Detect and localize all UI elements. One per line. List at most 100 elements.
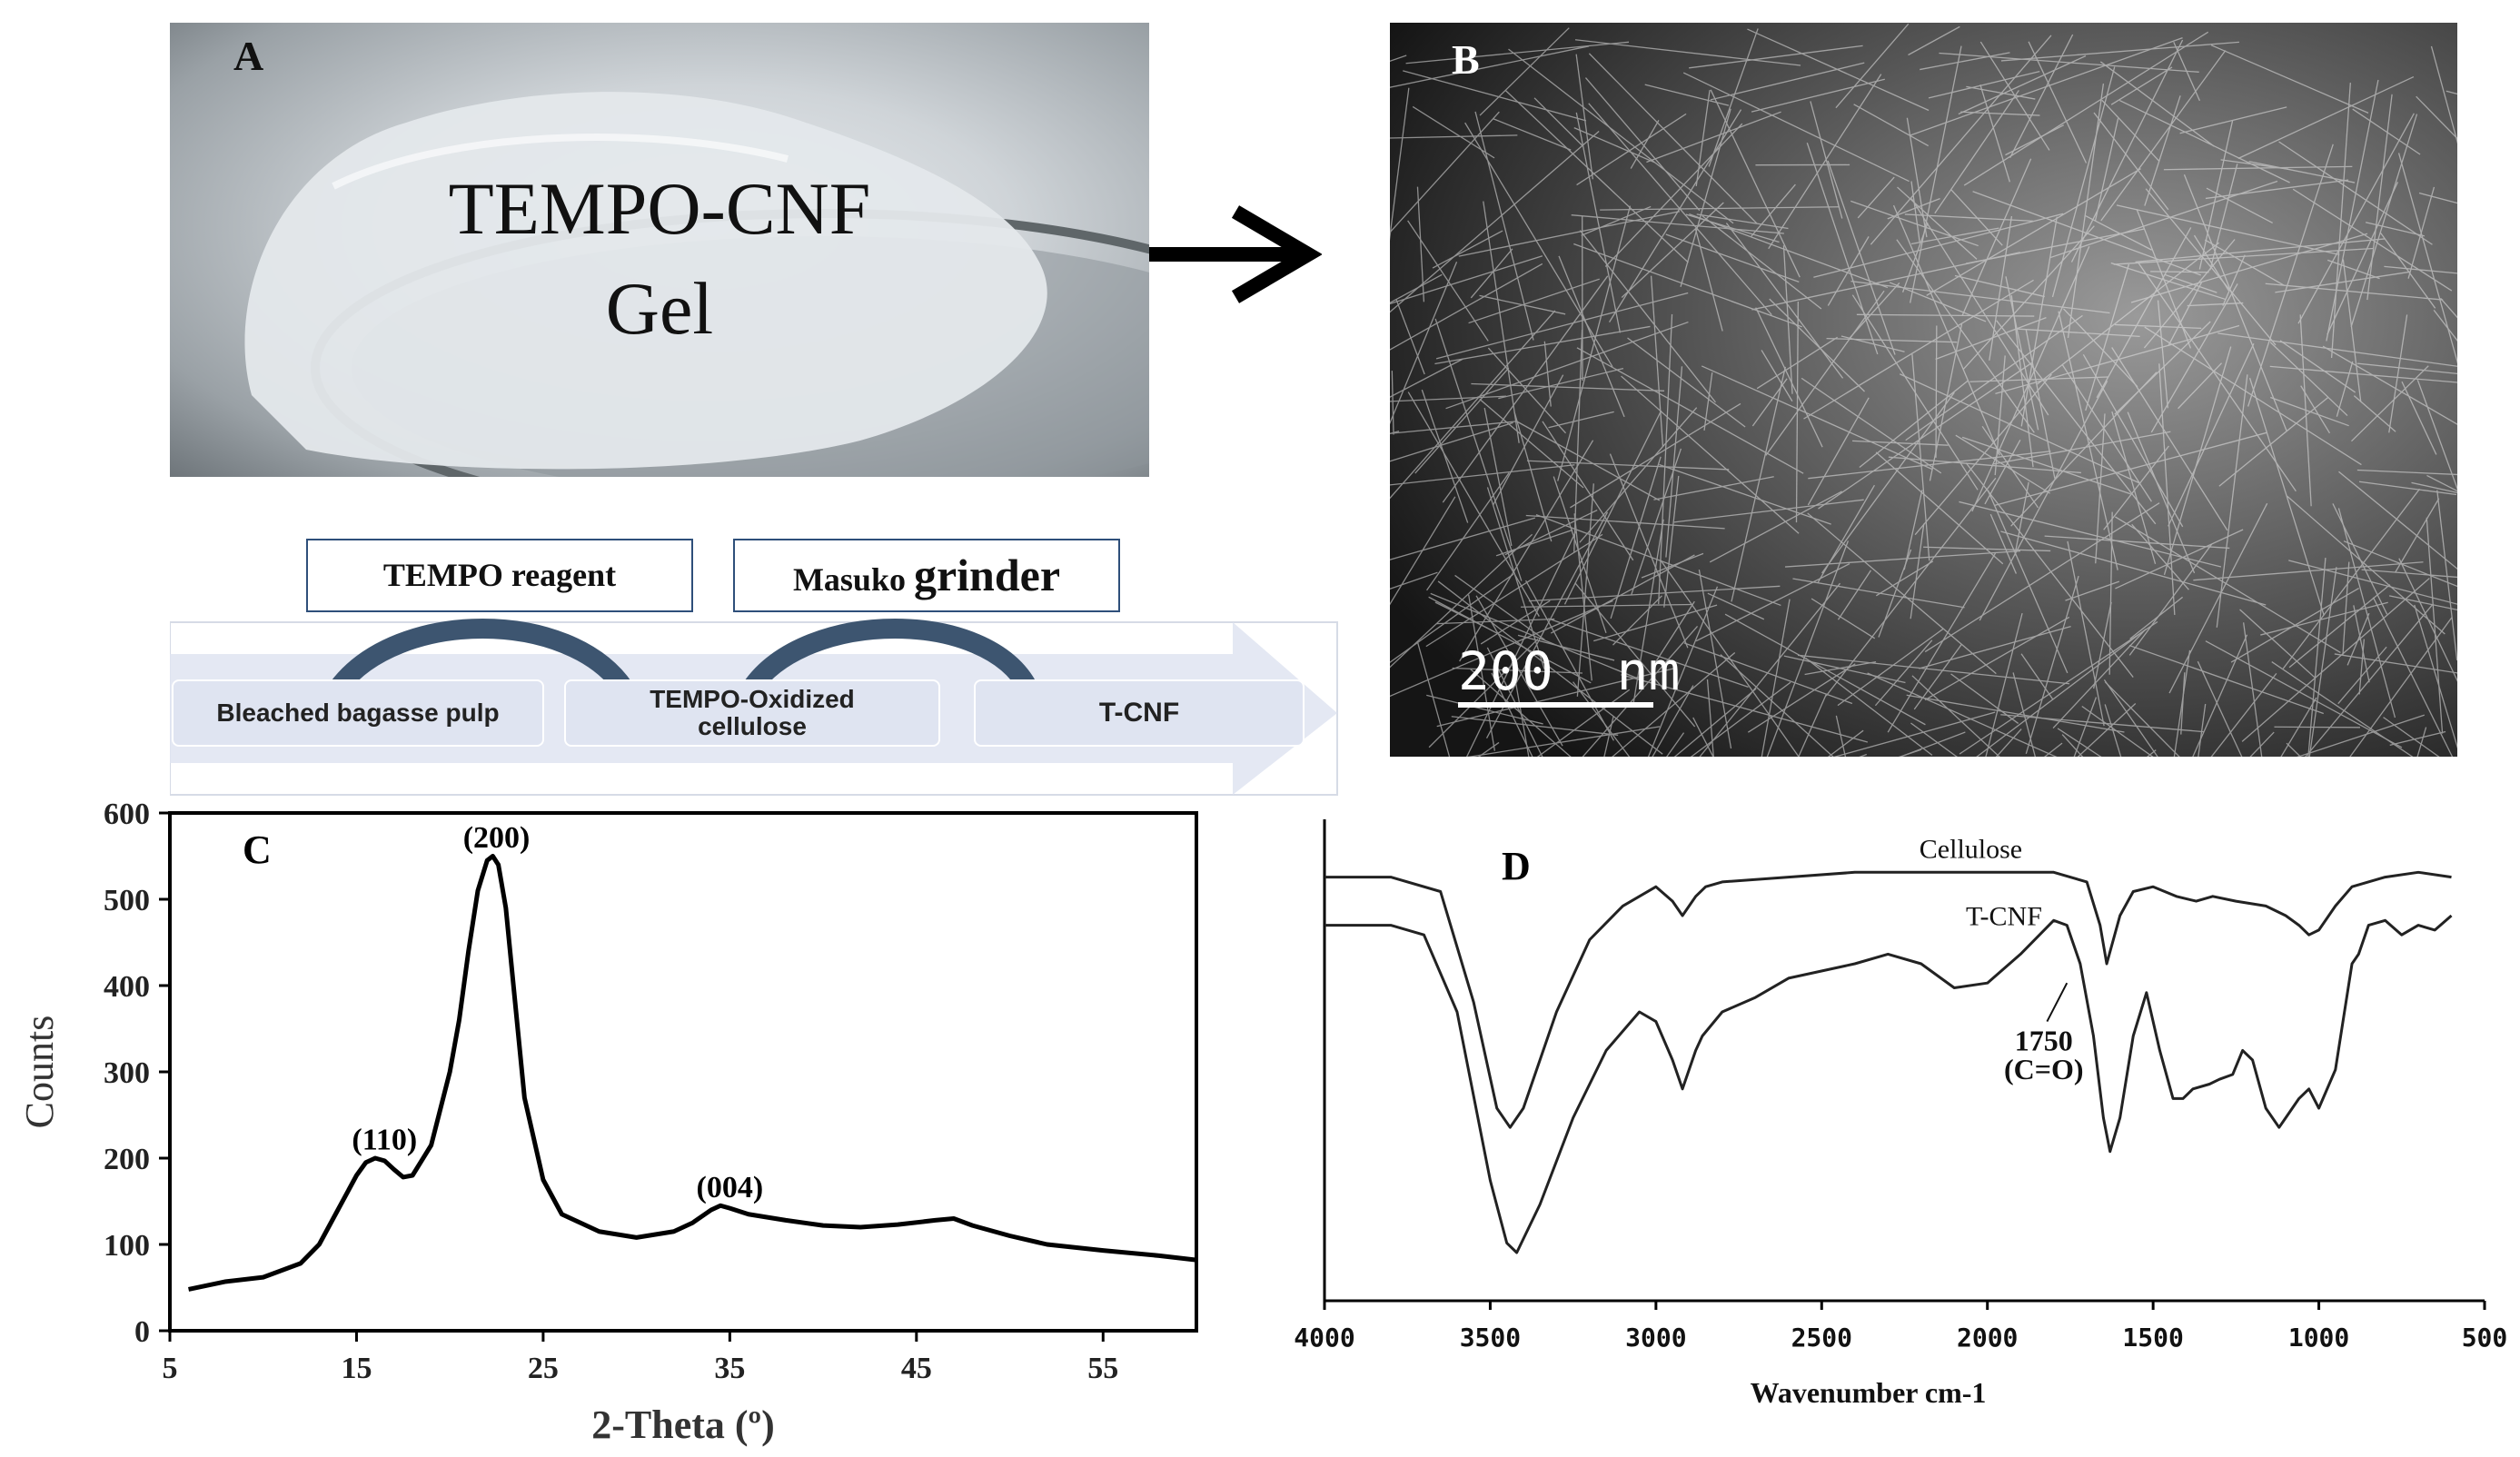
fiber bbox=[1994, 355, 2006, 476]
fiber bbox=[1543, 341, 1552, 407]
fiber bbox=[2077, 703, 2137, 757]
fiber bbox=[1821, 392, 1955, 574]
x-tick-label: 15 bbox=[341, 1352, 372, 1385]
fiber bbox=[2020, 653, 2054, 700]
fiber bbox=[1724, 613, 1926, 726]
fiber bbox=[1965, 462, 2134, 678]
fiber bbox=[2158, 363, 2176, 615]
panel-b-label: B bbox=[1452, 36, 1480, 83]
fiber bbox=[1434, 325, 1651, 365]
fiber bbox=[1479, 294, 1566, 315]
fiber bbox=[1485, 511, 1609, 738]
fiber bbox=[1939, 52, 2199, 73]
fiber bbox=[1806, 143, 1879, 355]
fiber bbox=[1680, 108, 1731, 287]
fiber bbox=[1875, 560, 1934, 597]
fiber bbox=[1709, 491, 1842, 563]
fiber bbox=[2012, 672, 2037, 757]
fiber bbox=[2193, 234, 2229, 292]
fiber bbox=[2280, 697, 2317, 757]
fiber bbox=[1811, 598, 1876, 639]
fiber bbox=[1526, 460, 1730, 471]
fiber bbox=[2389, 730, 2446, 746]
fiber bbox=[1987, 490, 2069, 674]
fiber bbox=[1390, 571, 1438, 590]
fiber bbox=[2269, 365, 2457, 383]
fiber bbox=[1421, 389, 1469, 523]
fiber bbox=[1504, 89, 1689, 263]
fiber bbox=[1913, 643, 1963, 710]
fiber bbox=[2067, 83, 2105, 339]
fiber bbox=[1533, 97, 1583, 147]
fiber bbox=[1827, 160, 1896, 355]
fiber bbox=[2183, 174, 2287, 432]
y-axis-label: Counts bbox=[17, 1016, 62, 1129]
fiber bbox=[2352, 108, 2421, 155]
fiber bbox=[1707, 592, 1765, 620]
fiber bbox=[2418, 192, 2457, 204]
fiber bbox=[2205, 640, 2403, 748]
fiber bbox=[2308, 567, 2337, 757]
y-tick-label: 0 bbox=[134, 1315, 150, 1349]
fiber bbox=[1833, 711, 1996, 757]
fiber bbox=[1827, 236, 1870, 306]
fiber bbox=[1403, 70, 1587, 122]
fiber bbox=[1910, 722, 1958, 757]
fiber bbox=[1576, 483, 1594, 697]
fiber bbox=[1390, 263, 1543, 351]
fiber bbox=[2239, 609, 2316, 679]
fiber bbox=[1996, 320, 2157, 525]
fiber bbox=[1428, 596, 1592, 684]
fiber bbox=[1647, 586, 1719, 757]
fiber bbox=[1436, 618, 1555, 625]
x-tick-label: 25 bbox=[528, 1352, 559, 1385]
fiber bbox=[2111, 411, 2157, 564]
fiber bbox=[1708, 28, 1759, 167]
fiber bbox=[2358, 481, 2457, 496]
flow-step-tcnf-label: T-CNF bbox=[1098, 698, 1180, 728]
x-tick-label: 35 bbox=[714, 1352, 745, 1385]
fiber bbox=[2337, 508, 2396, 719]
fiber bbox=[1435, 292, 1689, 360]
fiber bbox=[1535, 514, 1781, 607]
fiber bbox=[1782, 245, 1793, 394]
fiber bbox=[1390, 111, 1500, 233]
peak-label: (110) bbox=[352, 1124, 417, 1157]
fiber bbox=[2241, 578, 2430, 742]
fiber bbox=[1989, 215, 2013, 361]
fiber bbox=[2204, 239, 2286, 287]
fiber bbox=[1630, 120, 1660, 169]
fiber bbox=[1390, 600, 1613, 698]
xrd-chart: 0 100 200 300 400 500 600 5 15 25 35 45 55 (110) (200)… bbox=[17, 798, 1198, 1447]
fiber bbox=[1867, 672, 2058, 757]
fiber bbox=[2005, 124, 2065, 156]
fiber bbox=[1906, 117, 1928, 238]
fiber bbox=[2260, 601, 2388, 636]
fiber bbox=[1689, 45, 1863, 69]
panel-d-label: D bbox=[1502, 844, 1531, 888]
fiber bbox=[2110, 66, 2173, 105]
fiber bbox=[1919, 626, 2071, 669]
fiber bbox=[1851, 294, 1979, 491]
grinder-label-b: grinder bbox=[913, 550, 1061, 600]
fiber bbox=[2108, 511, 2113, 675]
fiber bbox=[1795, 302, 1799, 523]
fiber bbox=[1621, 202, 1724, 298]
fiber bbox=[1573, 330, 1583, 552]
fiber bbox=[1698, 570, 1732, 749]
fiber bbox=[2411, 481, 2457, 494]
fiber bbox=[1792, 578, 1965, 609]
panel-a-label: A bbox=[233, 33, 264, 79]
fiber bbox=[2037, 242, 2220, 385]
fiber bbox=[2326, 79, 2379, 342]
fiber bbox=[2361, 569, 2457, 579]
fiber bbox=[2131, 523, 2189, 590]
fiber bbox=[1924, 502, 2160, 653]
y-tick-label: 300 bbox=[104, 1056, 150, 1090]
fiber bbox=[2016, 328, 2140, 338]
fiber bbox=[1701, 215, 1822, 310]
fiber bbox=[1817, 484, 1875, 583]
fiber bbox=[2157, 300, 2168, 409]
gel-photo: A TEMPO-CNF Gel bbox=[170, 23, 1149, 477]
fiber bbox=[2000, 714, 2205, 733]
